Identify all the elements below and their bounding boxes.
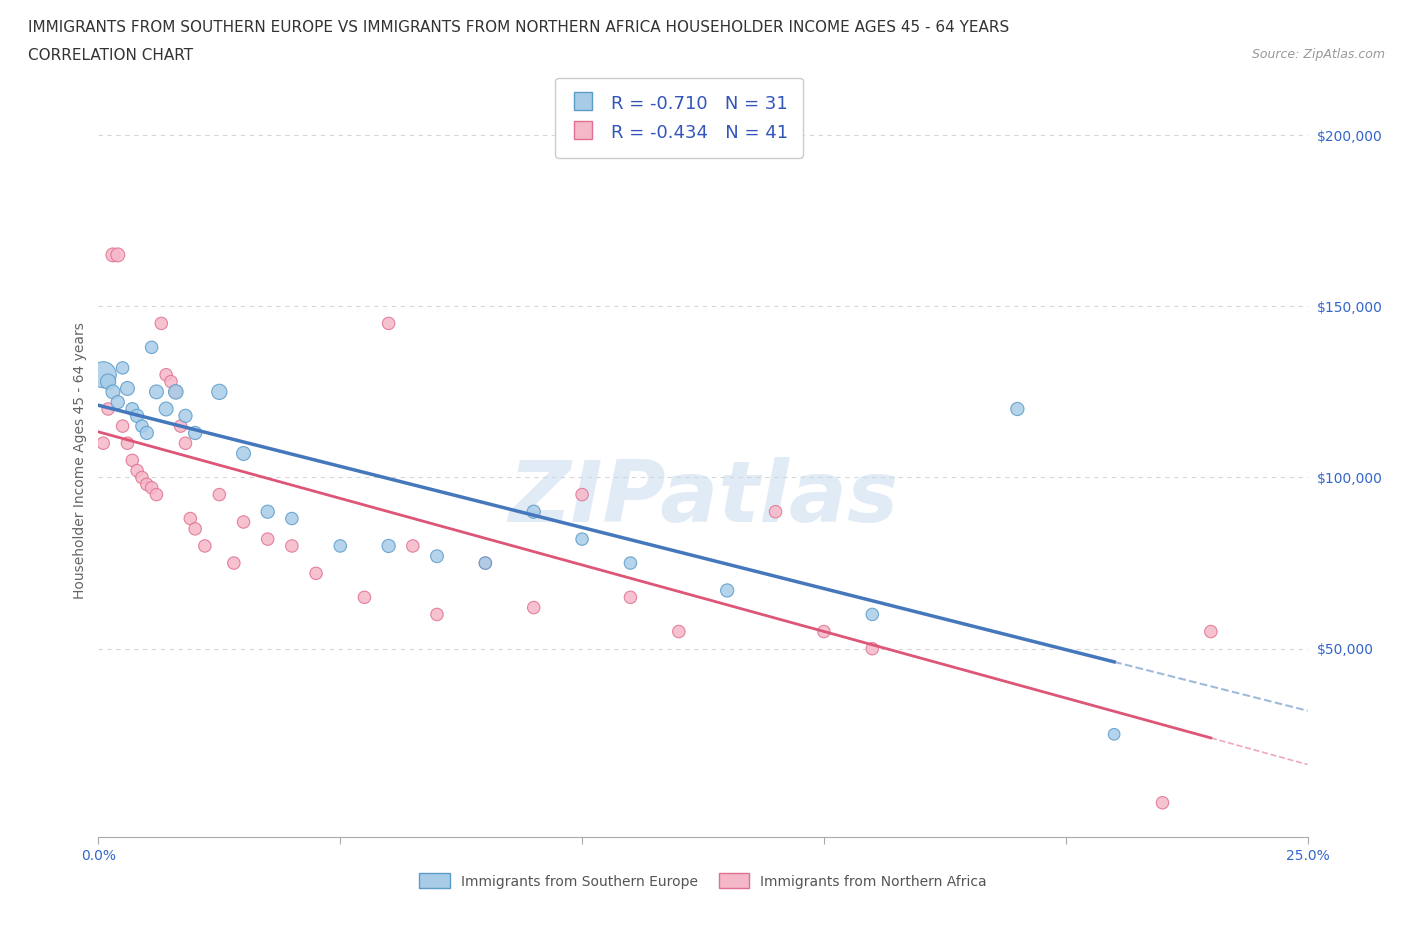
Point [174,436,197,451]
Point [135,477,157,492]
Point [571,532,593,547]
Point [165,384,187,399]
Point [117,381,139,396]
Point [150,316,173,331]
Point [860,642,883,657]
Point [117,436,139,451]
Point [571,487,593,502]
Point [222,555,245,570]
Point [127,463,149,478]
Point [174,408,197,423]
Point [160,374,183,389]
Point [97,374,120,389]
Point [716,583,738,598]
Point [523,600,546,615]
Point [121,453,143,468]
Point [107,394,129,409]
Point [813,624,835,639]
Point [281,538,304,553]
Point [184,426,207,441]
Point [426,549,449,564]
Point [329,538,352,553]
Point [131,470,153,485]
Point [208,487,231,502]
Point [169,418,191,433]
Point [165,384,187,399]
Point [135,426,157,441]
Point [305,565,328,580]
Point [474,555,496,570]
Point [145,487,167,502]
Y-axis label: Householder Income Ages 45 - 64 years: Householder Income Ages 45 - 64 years [73,322,87,599]
Point [111,361,134,376]
Point [111,418,134,433]
Point [377,538,399,553]
Point [232,514,254,529]
Point [426,607,449,622]
Point [194,538,217,553]
Point [523,504,546,519]
Point [208,384,231,399]
Point [1007,402,1029,417]
Point [121,402,143,417]
Point [1199,624,1222,639]
Point [141,340,163,355]
Point [765,504,787,519]
Point [107,247,129,262]
Point [232,446,254,461]
Text: Source: ZipAtlas.com: Source: ZipAtlas.com [1251,48,1385,61]
Text: IMMIGRANTS FROM SOUTHERN EUROPE VS IMMIGRANTS FROM NORTHERN AFRICA HOUSEHOLDER I: IMMIGRANTS FROM SOUTHERN EUROPE VS IMMIG… [28,20,1010,35]
Point [353,590,375,604]
Point [155,402,177,417]
Point [668,624,690,639]
Point [145,384,167,399]
Point [184,522,207,537]
Point [474,555,496,570]
Point [141,480,163,495]
Point [131,418,153,433]
Text: ZIPatlas: ZIPatlas [508,457,898,539]
Point [179,512,201,526]
Point [1102,727,1125,742]
Point [101,247,124,262]
Point [619,555,641,570]
Point [91,436,114,451]
Text: CORRELATION CHART: CORRELATION CHART [28,48,193,63]
Legend: Immigrants from Southern Europe, Immigrants from Northern Africa: Immigrants from Southern Europe, Immigra… [413,868,993,894]
Point [860,607,883,622]
Point [101,384,124,399]
Point [91,367,114,382]
Point [97,402,120,417]
Point [127,408,149,423]
Point [256,532,278,547]
Point [1152,795,1174,810]
Point [402,538,425,553]
Point [281,512,304,526]
Point [256,504,278,519]
Point [377,316,399,331]
Point [619,590,641,604]
Point [155,367,177,382]
